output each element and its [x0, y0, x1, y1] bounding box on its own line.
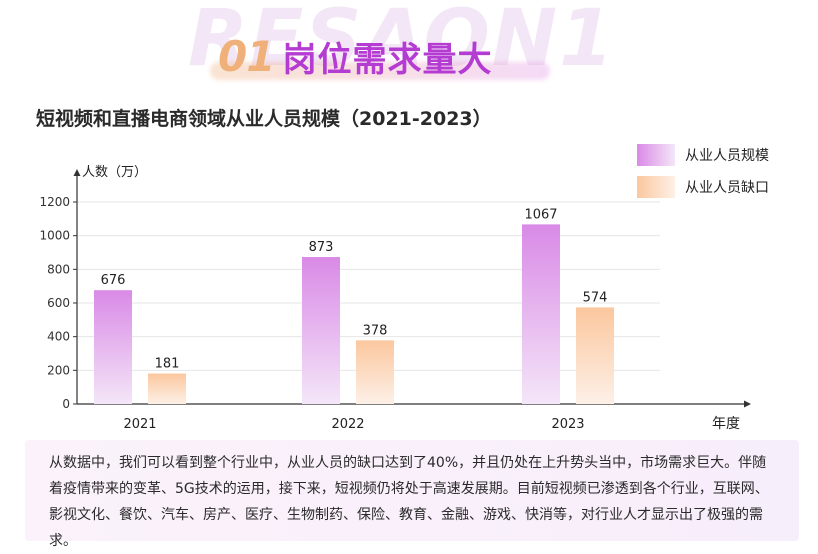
bar-2021-series1 — [94, 290, 132, 404]
header-highlight — [210, 62, 550, 80]
legend-swatch-series2 — [637, 176, 675, 198]
data-label-2023-series2: 574 — [583, 290, 608, 305]
data-label-2022-series1: 873 — [309, 240, 334, 255]
legend-swatch-series1 — [637, 144, 675, 166]
section-number: 01 — [218, 31, 275, 81]
y-tick-label: 1200 — [39, 195, 70, 209]
y-tick-label: 200 — [47, 363, 70, 377]
legend-label-series1: 从业人员规模 — [685, 148, 769, 164]
bar-chart: 0 200 400 600 800 1000 1200 人数（万） 年度 676 181 2021 87… — [39, 165, 751, 432]
x-axis-arrow — [744, 400, 751, 408]
bar-2021-series2 — [148, 373, 186, 404]
y-tick-label: 600 — [47, 296, 70, 310]
chart-title: 短视频和直播电商领域从业人员规模（2021-2023） — [36, 108, 492, 130]
bar-2023-series1 — [522, 224, 560, 404]
data-label-2022-series2: 378 — [363, 323, 388, 338]
y-tick-label: 0 — [62, 397, 70, 411]
bar-2022-series2 — [356, 340, 394, 404]
data-label-2021-series1: 676 — [101, 273, 126, 288]
x-axis-label: 年度 — [712, 416, 740, 432]
data-label-2023-series1: 1067 — [524, 207, 557, 222]
y-tick-label: 1000 — [39, 229, 70, 243]
x-tick-label: 2023 — [551, 417, 584, 432]
chart-legend: 从业人员规模 从业人员缺口 — [637, 143, 769, 207]
legend-label-series2: 从业人员缺口 — [685, 180, 769, 196]
description-text: 从数据中，我们可以看到整个行业中，从业人员的缺口达到了40%，并且仍处在上升势头… — [49, 455, 769, 549]
y-tick-label: 400 — [47, 330, 70, 344]
y-axis-arrow — [73, 169, 81, 176]
data-label-2021-series2: 181 — [155, 357, 180, 372]
legend-item-series2: 从业人员缺口 — [637, 175, 769, 199]
section-title: 岗位需求量大 — [282, 39, 493, 80]
legend-item-series1: 从业人员规模 — [637, 143, 769, 167]
section-header: 01 岗位需求量大 — [218, 30, 492, 82]
y-axis-label: 人数（万） — [82, 165, 147, 180]
y-tick-label: 800 — [47, 262, 70, 276]
x-tick-label: 2021 — [123, 417, 156, 432]
description-box: 从数据中，我们可以看到整个行业中，从业人员的缺口达到了40%，并且仍处在上升势头… — [25, 440, 799, 549]
x-tick-label: 2022 — [331, 417, 364, 432]
bar-2023-series2 — [576, 307, 614, 404]
header-watermark: RESAON1 — [188, 0, 616, 84]
bar-2022-series1 — [302, 257, 340, 404]
